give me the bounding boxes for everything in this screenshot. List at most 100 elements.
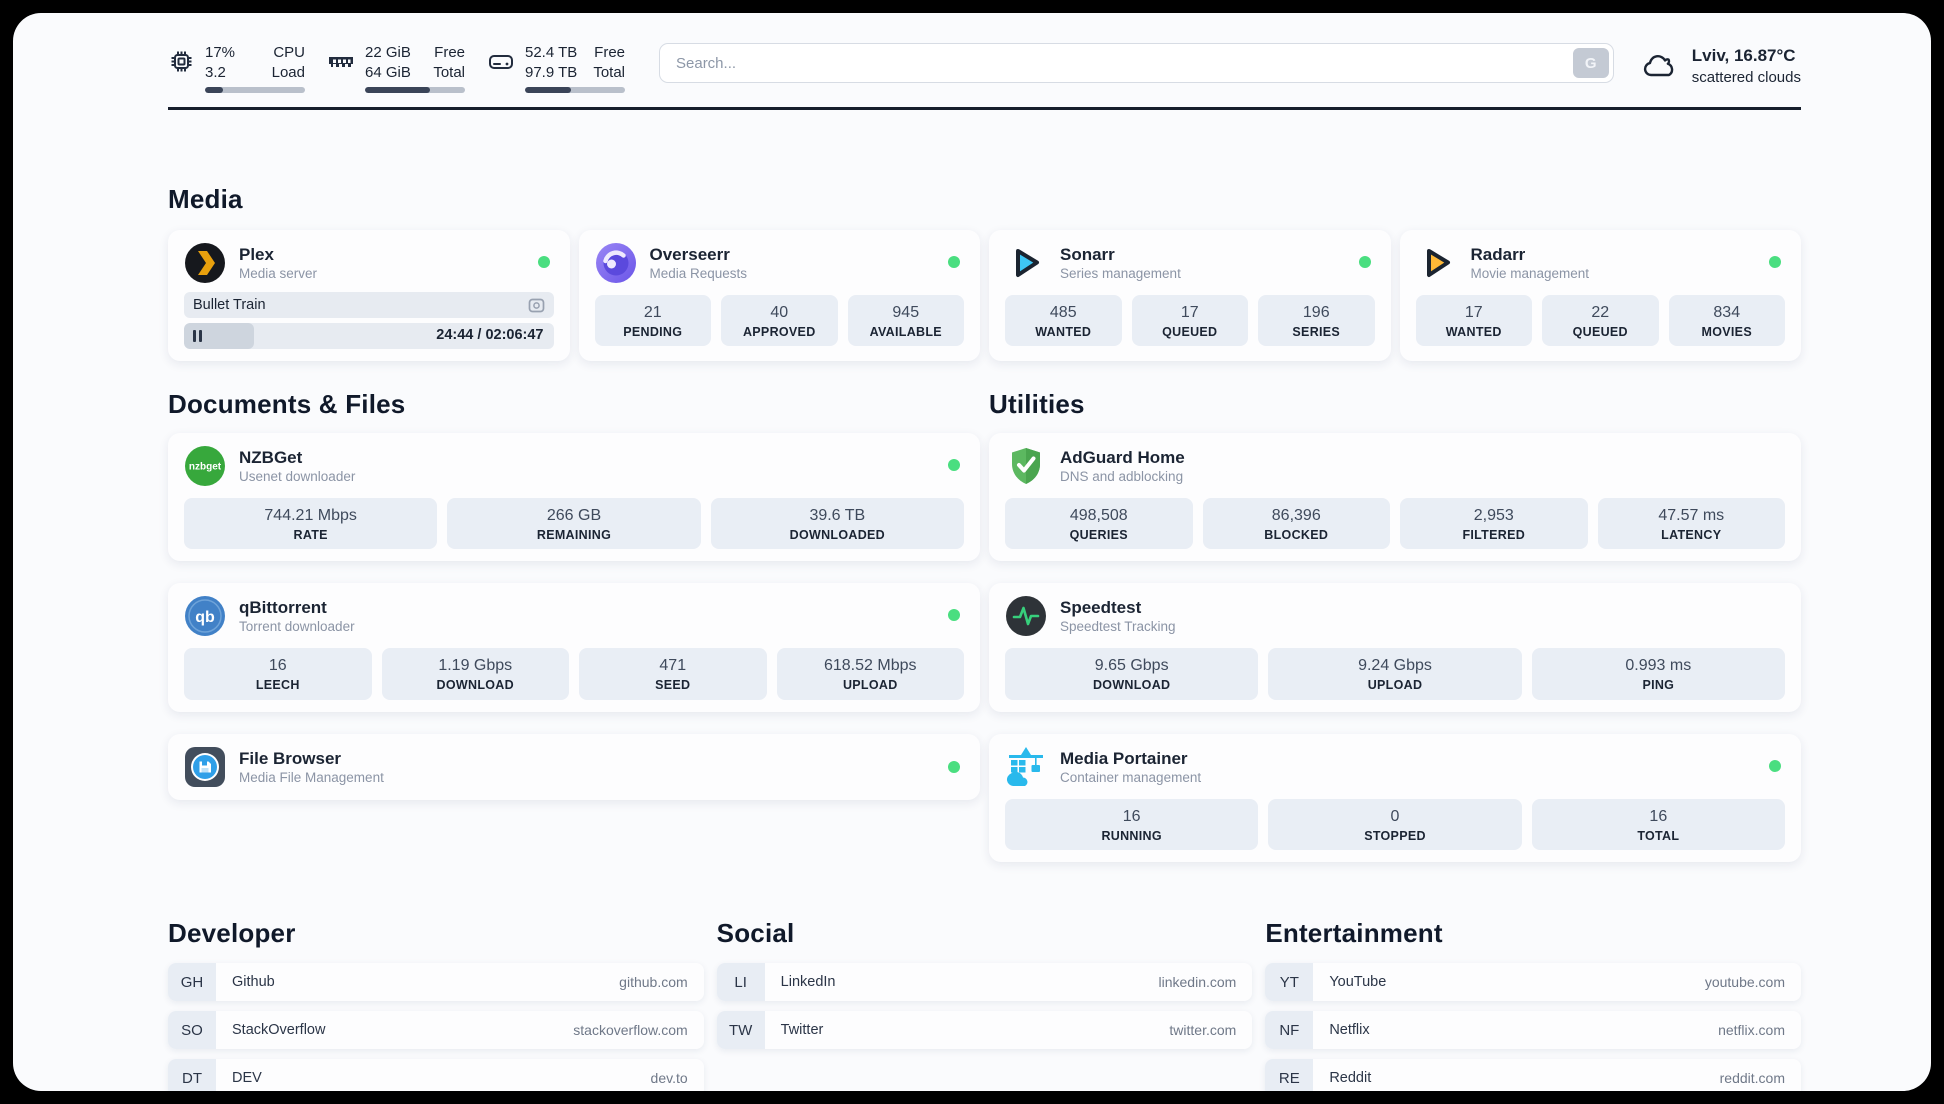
bookmark-link-youtube[interactable]: YT YouTube youtube.com [1265, 963, 1801, 1002]
bookmark-name: DEV [232, 1070, 262, 1087]
app-subtitle: Container management [1060, 769, 1202, 785]
ram-total-label: Total [433, 63, 465, 81]
app-card-overseerr[interactable]: Overseerr Media Requests 21 PENDING 40 A… [578, 230, 980, 361]
section-title-developer: Developer [168, 918, 296, 949]
ram-total-value: 64 GiB [365, 63, 411, 81]
dashboard-page: 17% CPU 3.2 Load [13, 13, 1931, 1091]
adguard-icon [1012, 448, 1040, 484]
disk-widget: 52.4 TB Free 97.9 TB Total [487, 43, 625, 93]
bookmark-name: YouTube [1329, 974, 1387, 991]
stat-pill: 485 WANTED [1005, 295, 1122, 347]
stat-pill: 17 QUEUED [1131, 295, 1248, 347]
bookmark-name: LinkedIn [780, 974, 836, 991]
bookmark-link-reddit[interactable]: RE Reddit reddit.com [1265, 1059, 1801, 1091]
bookmark-url: twitter.com [1169, 1022, 1237, 1039]
search-engine-button[interactable]: G [1572, 48, 1609, 78]
app-card-plex[interactable]: Plex Media server Bullet Train 24:44 / 0… [168, 230, 570, 361]
app-card-nzbget[interactable]: nzbget NZBGet Usenet downloader 744.21 M… [168, 433, 980, 562]
bookmark-url: netflix.com [1718, 1022, 1785, 1039]
ram-progress-bar [365, 87, 465, 93]
app-card-speedtest[interactable]: Speedtest Speedtest Tracking 9.65 Gbps D… [989, 583, 1801, 712]
bookmark-name: Reddit [1329, 1070, 1372, 1087]
status-online-dot [1358, 256, 1371, 268]
filebrowser-icon [185, 746, 225, 787]
bookmark-link-github[interactable]: GH Github github.com [168, 963, 704, 1002]
app-title: Radarr [1470, 244, 1526, 264]
search-input[interactable] [659, 43, 1614, 83]
app-subtitle: Media Requests [649, 265, 748, 281]
bookmarks-entertainment: Entertainment YT YouTube youtube.com NF … [1265, 918, 1801, 1091]
app-subtitle: Movie management [1470, 265, 1590, 281]
cpu-widget: 17% CPU 3.2 Load [168, 43, 305, 93]
app-subtitle: Usenet downloader [239, 468, 356, 484]
app-title: File Browser [239, 748, 342, 768]
bookmark-abbr: YT [1265, 963, 1314, 1002]
bookmark-link-netflix[interactable]: NF Netflix netflix.com [1265, 1011, 1801, 1050]
ram-free-label: Free [434, 44, 465, 61]
bookmark-abbr: LI [716, 963, 765, 1002]
plex-icon [185, 243, 225, 283]
section-title-documents: Documents & Files [168, 389, 406, 419]
bookmarks-social: Social LI LinkedIn linkedin.com TW Twitt… [716, 918, 1253, 1091]
bookmark-abbr: DT [168, 1059, 216, 1091]
bookmark-link-dev[interactable]: DT DEV dev.to [168, 1059, 704, 1091]
stat-pill: 39.6 TB DOWNLOADED [710, 498, 964, 550]
bookmark-link-linkedin[interactable]: LI LinkedIn linkedin.com [716, 963, 1253, 1002]
stat-pill: 834 MOVIES [1668, 295, 1785, 347]
app-card-adguard[interactable]: AdGuard Home DNS and adblocking 498,508 … [989, 433, 1801, 562]
radarr-icon [1426, 249, 1450, 277]
stat-pill: 266 GB REMAINING [447, 498, 701, 550]
stat-pill: 22 QUEUED [1542, 295, 1659, 347]
portainer-icon [1006, 746, 1043, 786]
status-online-dot [948, 760, 960, 773]
stat-pill: 86,396 BLOCKED [1202, 498, 1390, 550]
ram-free-value: 22 GiB [365, 44, 411, 61]
app-card-radarr[interactable]: Radarr Movie management 17 WANTED 22 QUE… [1399, 230, 1801, 361]
svg-text:qb: qb [195, 609, 215, 626]
stat-pill: 744.21 Mbps RATE [184, 498, 438, 550]
bookmark-url: linkedin.com [1158, 974, 1237, 991]
bookmark-url: youtube.com [1704, 974, 1785, 991]
speedtest-icon [1006, 596, 1046, 637]
app-subtitle: Media File Management [239, 769, 384, 785]
weather-widget[interactable]: Lviv, 16.87°C scattered clouds [1642, 45, 1801, 87]
bookmarks-developer: Developer GH Github github.com SO StackO… [168, 918, 704, 1091]
stat-pill: 196 SERIES [1258, 295, 1375, 347]
cpu-label: CPU [273, 44, 305, 61]
bookmark-link-stackoverflow[interactable]: SO StackOverflow stackoverflow.com [168, 1011, 704, 1050]
app-card-qbittorrent[interactable]: qb qBittorrent Torrent downloader 16 LEE… [168, 583, 980, 712]
stat-pill: 9.65 Gbps DOWNLOAD [1005, 648, 1259, 700]
app-subtitle: DNS and adblocking [1060, 468, 1184, 484]
app-title: Media Portainer [1060, 748, 1188, 768]
pause-icon[interactable] [193, 330, 202, 342]
status-online-dot [948, 256, 960, 268]
app-title: AdGuard Home [1060, 447, 1185, 467]
bookmark-abbr: SO [168, 1011, 216, 1050]
cpu-load-value: 3.2 [205, 63, 226, 81]
stat-pill: 16 RUNNING [1005, 798, 1259, 851]
bookmark-url: dev.to [650, 1070, 688, 1087]
search-bar: G [659, 43, 1614, 83]
stat-pill: 471 SEED [579, 648, 767, 700]
app-subtitle: Media server [239, 265, 318, 281]
top-bar: 17% CPU 3.2 Load [168, 43, 1801, 93]
stat-pill: 21 PENDING [594, 295, 711, 347]
app-card-sonarr[interactable]: Sonarr Series management 485 WANTED 17 Q… [989, 230, 1391, 361]
app-card-portainer[interactable]: Media Portainer Container management 16 … [989, 733, 1801, 863]
stat-pill: 0.993 ms PING [1531, 648, 1785, 700]
section-title-utilities: Utilities [989, 389, 1085, 419]
bookmark-name: Twitter [780, 1022, 824, 1039]
stat-pill: 945 AVAILABLE [847, 295, 964, 347]
section-title-entertainment: Entertainment [1265, 918, 1443, 949]
app-card-filebrowser[interactable]: File Browser Media File Management [168, 733, 980, 800]
app-title: qBittorrent [239, 598, 327, 618]
status-online-dot [1769, 759, 1781, 772]
bookmark-link-twitter[interactable]: TW Twitter twitter.com [716, 1011, 1253, 1050]
nzbget-icon: nzbget [185, 446, 225, 486]
utilities-column: Utilities AdGuard Home DNS and adblockin… [989, 389, 1801, 863]
bookmark-abbr: RE [1265, 1059, 1314, 1091]
stat-pill: 0 STOPPED [1268, 798, 1522, 851]
disk-progress-bar [525, 87, 625, 93]
now-playing-row: Bullet Train [184, 292, 554, 318]
app-title: Overseerr [649, 244, 730, 264]
